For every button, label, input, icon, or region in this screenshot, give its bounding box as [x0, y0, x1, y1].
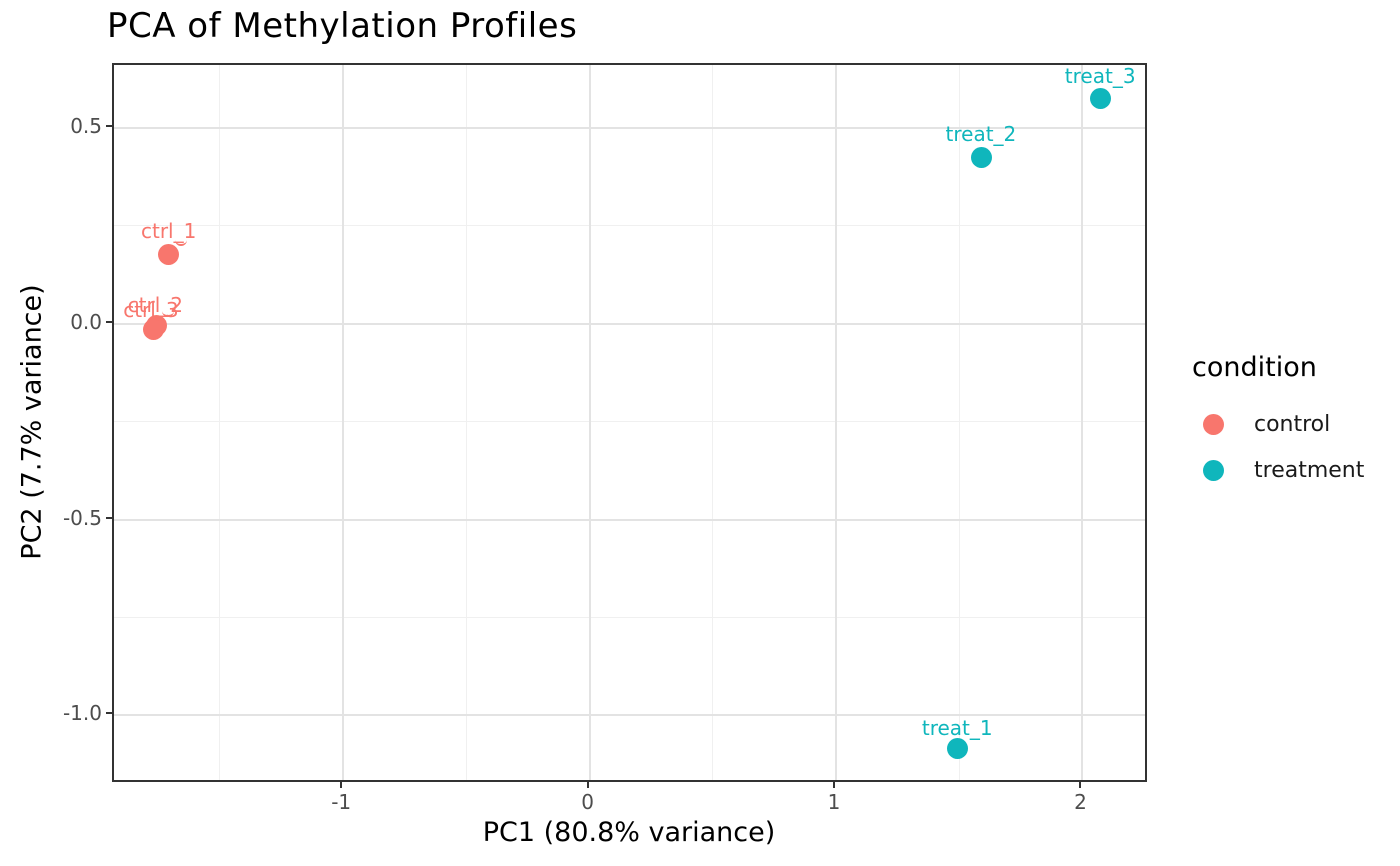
y-minor-gridline	[114, 421, 1145, 423]
data-point-ctrl_1	[158, 244, 180, 266]
data-point-treat_3	[1089, 87, 1111, 109]
x-major-gridline	[835, 65, 838, 780]
y-major-gridline	[114, 518, 1145, 521]
point-label-ctrl_3: ctrl_3	[123, 298, 179, 323]
y-axis-tick	[106, 320, 112, 323]
point-label-ctrl_1: ctrl_1	[141, 218, 197, 243]
point-label-treat_2: treat_2	[945, 122, 1017, 147]
x-major-gridline	[342, 65, 345, 780]
y-axis-tick	[106, 712, 112, 715]
legend-title: condition	[1192, 352, 1317, 383]
x-minor-gridline	[712, 65, 714, 780]
y-major-gridline	[114, 322, 1145, 325]
x-major-gridline	[588, 65, 591, 780]
legend-item-label: control	[1254, 411, 1331, 437]
x-axis-tick	[586, 782, 589, 788]
y-axis-tick	[106, 516, 112, 519]
x-tick-label: 2	[1074, 790, 1087, 814]
y-axis-tick	[106, 124, 112, 127]
data-point-ctrl_3	[143, 318, 165, 340]
x-axis-tick	[1079, 782, 1082, 788]
x-axis-tick	[833, 782, 836, 788]
legend-items: control treatment	[1192, 401, 1364, 493]
legend-key-icon	[1203, 459, 1224, 481]
y-major-gridline	[114, 126, 1145, 129]
point-label-treat_1: treat_1	[921, 715, 993, 740]
x-tick-label: 1	[827, 790, 841, 814]
y-major-gridline	[114, 714, 1145, 717]
data-point-treat_1	[946, 738, 968, 760]
y-tick-label: -1.0	[62, 701, 102, 726]
x-tick-label: -1	[331, 790, 352, 814]
x-axis-title: PC1 (80.8% variance)	[482, 817, 776, 848]
y-minor-gridline	[114, 225, 1145, 227]
point-label-treat_3: treat_3	[1064, 64, 1136, 89]
legend-item-treatment: treatment	[1192, 447, 1364, 493]
legend-key-icon	[1203, 413, 1224, 435]
legend-item-control: control	[1192, 401, 1364, 447]
x-major-gridline	[1081, 65, 1084, 780]
y-tick-label: -0.5	[62, 505, 102, 530]
point-label-ctrl_2: ctrl_2	[127, 292, 184, 317]
legend-item-label: treatment	[1254, 457, 1365, 483]
y-tick-label: 0.5	[70, 113, 102, 138]
label-leader-segment	[174, 238, 187, 246]
x-tick-label: 0	[581, 790, 594, 814]
x-minor-gridline	[465, 65, 467, 780]
x-minor-gridline	[958, 65, 960, 780]
plot-panel	[112, 63, 1147, 782]
label-leader-segment	[162, 309, 175, 317]
legend: condition control treatment	[1192, 352, 1364, 493]
y-tick-label: 0.0	[70, 309, 102, 334]
x-minor-gridline	[219, 65, 221, 780]
data-point-treat_2	[971, 146, 993, 168]
plot-title: PCA of Methylation Profiles	[107, 6, 578, 46]
y-minor-gridline	[114, 616, 1145, 618]
x-axis-tick	[340, 782, 343, 788]
